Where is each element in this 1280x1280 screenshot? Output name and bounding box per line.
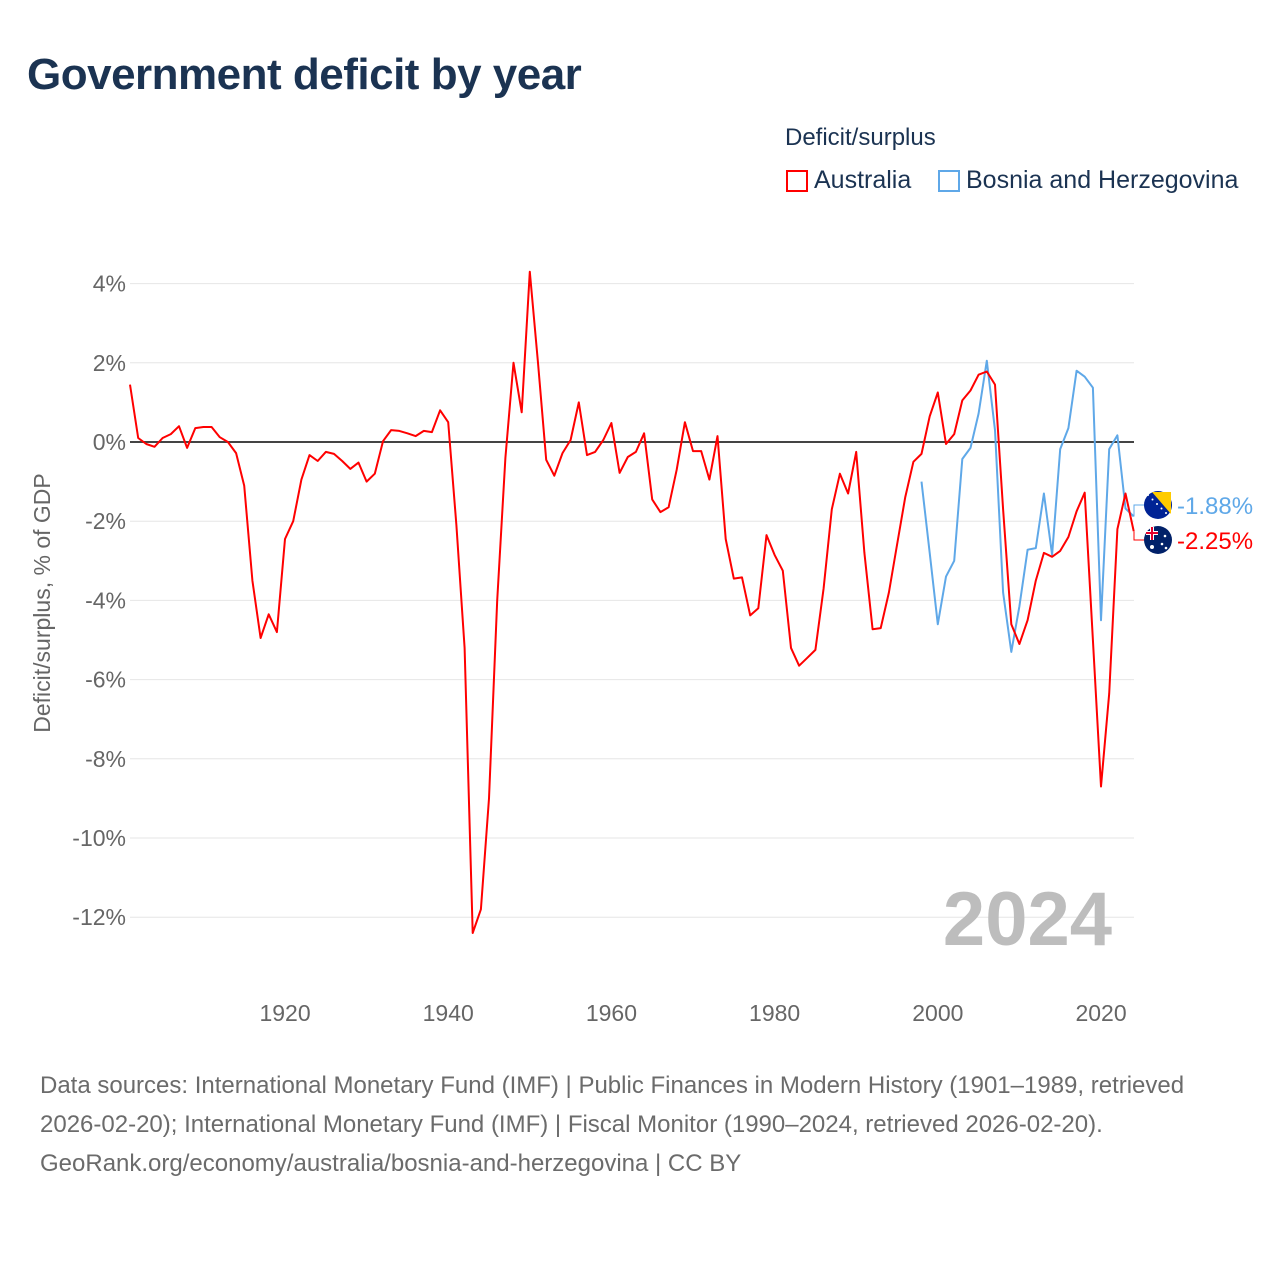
legend-swatch-bosnia xyxy=(938,169,960,192)
data-sources: Data sources: International Monetary Fun… xyxy=(40,1072,1185,1138)
y-tick-label: -10% xyxy=(72,825,126,851)
y-axis-label: Deficit/surplus, % of GDP xyxy=(29,473,55,732)
y-tick-label: -6% xyxy=(85,667,126,693)
legend-title: Deficit/surplus xyxy=(785,124,936,151)
y-tick-label: -4% xyxy=(85,587,126,613)
australia-flag-icon xyxy=(1144,526,1172,554)
chart-title: Government deficit by year xyxy=(27,50,582,99)
y-tick-label: -2% xyxy=(85,508,126,534)
year-watermark: 2024 xyxy=(943,877,1112,962)
x-tick-label: 1920 xyxy=(259,1000,310,1026)
x-tick-label: 2000 xyxy=(912,1000,963,1026)
y-tick-label: 0% xyxy=(93,429,126,455)
legend-item-australia[interactable]: Australia xyxy=(786,166,911,195)
legend-swatch-australia xyxy=(786,169,808,192)
legend-item-bosnia[interactable]: Bosnia and Herzegovina xyxy=(938,166,1238,195)
x-tick-label: 1980 xyxy=(749,1000,800,1026)
y-tick-label: 4% xyxy=(93,271,126,297)
end-connector xyxy=(1133,504,1144,517)
legend-label-australia: Australia xyxy=(814,166,912,194)
end-value-label: -2.25% xyxy=(1177,528,1253,555)
y-tick-label: -12% xyxy=(72,904,126,930)
bosnia-flag-icon xyxy=(1144,491,1172,519)
series-line-australia[interactable] xyxy=(129,270,1135,934)
legend-label-bosnia: Bosnia and Herzegovina xyxy=(966,166,1239,194)
x-tick-label: 1960 xyxy=(586,1000,637,1026)
credit-link[interactable]: GeoRank.org/economy/australia/bosnia-and… xyxy=(40,1150,742,1177)
y-tick-label: -8% xyxy=(85,746,126,772)
x-tick-label: 2020 xyxy=(1075,1000,1126,1026)
end-value-label: -1.88% xyxy=(1177,493,1253,520)
x-tick-label: 1940 xyxy=(423,1000,474,1026)
end-connector xyxy=(1133,531,1144,541)
footer: Data sources: International Monetary Fun… xyxy=(40,1066,1240,1183)
series-line-bosnia[interactable] xyxy=(920,359,1135,653)
y-tick-label: 2% xyxy=(93,350,126,376)
